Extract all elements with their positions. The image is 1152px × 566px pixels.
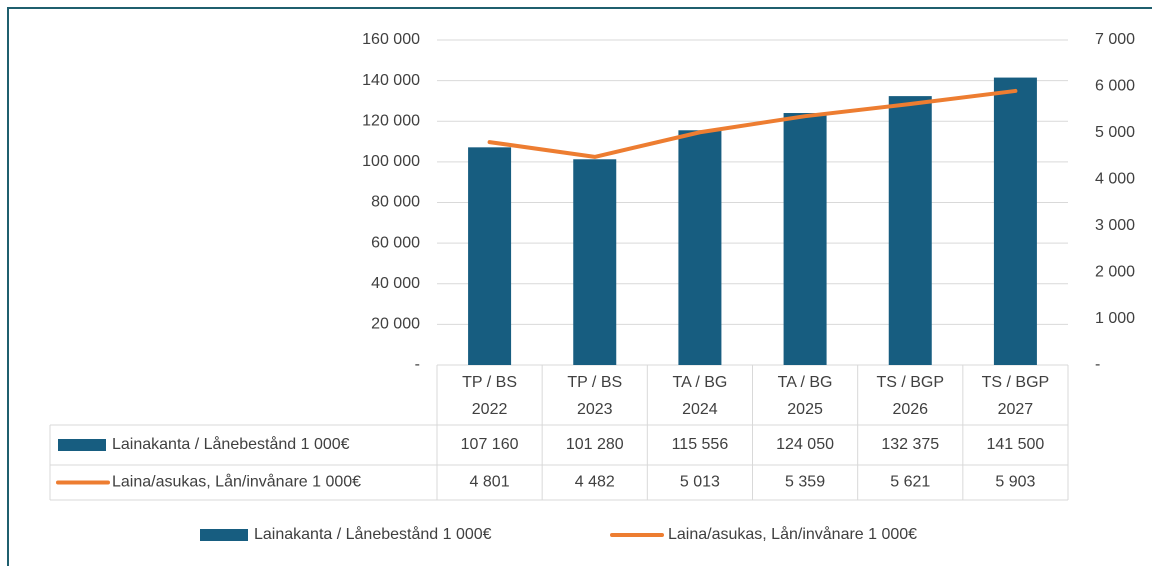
y2-tick-label: 5 000 xyxy=(1095,124,1135,141)
bar xyxy=(888,96,932,365)
y-tick-label: 80 000 xyxy=(371,194,420,211)
y2-tick-label: 7 000 xyxy=(1095,31,1135,48)
table-value: 5 013 xyxy=(680,474,720,491)
table-value: 115 556 xyxy=(672,436,729,453)
x-tick-label: 2027 xyxy=(998,401,1034,418)
y-tick-label: 60 000 xyxy=(371,234,420,251)
x-tick-label: 2023 xyxy=(577,401,613,418)
x-tick-label: TS / BGP xyxy=(982,374,1050,391)
table-value: 141 500 xyxy=(986,436,1044,453)
line xyxy=(487,88,1018,159)
legend-label: Laina/asukas, Lån/invånare 1 000€ xyxy=(668,525,917,543)
table-value: 5 621 xyxy=(890,474,930,491)
legend-key xyxy=(200,529,248,541)
y-tick-label: - xyxy=(415,356,420,373)
x-tick-label: 2022 xyxy=(472,401,508,418)
x-tick-label: TA / BG xyxy=(778,374,833,391)
y2-tick-label: 1 000 xyxy=(1095,310,1135,327)
x-tick-label: TA / BG xyxy=(673,374,728,391)
x-tick-label: TS / BGP xyxy=(876,374,944,391)
chart-border xyxy=(7,7,1152,566)
table-value: 132 375 xyxy=(881,436,939,453)
table-value: 5 903 xyxy=(995,474,1035,491)
y-tick-label: 40 000 xyxy=(371,275,420,292)
y2-tick-label: - xyxy=(1095,356,1100,373)
table-value: 4 801 xyxy=(470,474,510,491)
x-tick-label: 2024 xyxy=(682,401,718,418)
bar xyxy=(573,159,617,365)
legend-key xyxy=(58,439,106,451)
y2-tick-label: 2 000 xyxy=(1095,263,1135,280)
y-tick-label: 100 000 xyxy=(362,153,420,170)
x-tick-label: 2025 xyxy=(787,401,823,418)
table-value: 5 359 xyxy=(785,474,825,491)
y2-tick-label: 4 000 xyxy=(1095,171,1135,188)
x-tick-label: TP / BS xyxy=(567,374,622,391)
bar xyxy=(468,147,512,365)
bar xyxy=(993,77,1037,365)
y2-tick-label: 6 000 xyxy=(1095,78,1135,95)
table-value: 107 160 xyxy=(461,436,519,453)
table-value: 4 482 xyxy=(575,474,615,491)
table-value: 101 280 xyxy=(566,436,624,453)
y-tick-label: 140 000 xyxy=(362,72,420,89)
x-tick-label: TP / BS xyxy=(462,374,517,391)
table-value: 124 050 xyxy=(776,436,834,453)
table-row-label: Laina/asukas, Lån/invånare 1 000€ xyxy=(112,473,361,491)
x-tick-label: 2026 xyxy=(892,401,928,418)
y-tick-label: 160 000 xyxy=(362,31,420,48)
y-tick-label: 120 000 xyxy=(362,112,420,129)
bar xyxy=(678,130,722,365)
y2-tick-label: 3 000 xyxy=(1095,217,1135,234)
bar xyxy=(783,113,827,365)
y-tick-label: 20 000 xyxy=(371,316,420,333)
table-row-label: Lainakanta / Lånebestånd 1 000€ xyxy=(112,435,350,453)
legend-label: Lainakanta / Lånebestånd 1 000€ xyxy=(254,525,492,543)
